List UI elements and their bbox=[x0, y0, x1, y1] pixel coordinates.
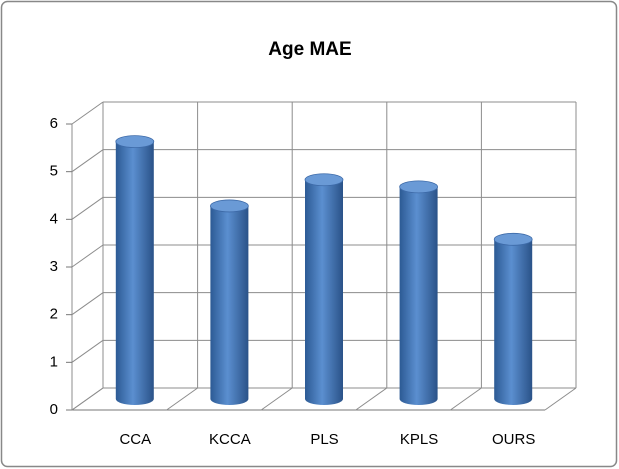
grid-line bbox=[71, 244, 104, 268]
bar-body bbox=[115, 141, 154, 405]
bar bbox=[115, 135, 155, 405]
grid-line bbox=[71, 101, 104, 125]
y-tick-label: 4 bbox=[50, 210, 58, 227]
bar-body bbox=[305, 179, 343, 405]
floor-line bbox=[166, 387, 198, 411]
bar bbox=[304, 173, 344, 405]
floor-line bbox=[355, 387, 388, 411]
bar-top bbox=[304, 173, 344, 187]
bar bbox=[209, 199, 249, 405]
grid-line bbox=[71, 196, 104, 220]
bar-top bbox=[115, 135, 155, 149]
floor-line bbox=[450, 387, 482, 411]
y-tick-label: 2 bbox=[50, 306, 58, 323]
y-tick-label: 0 bbox=[50, 401, 58, 418]
bar bbox=[493, 232, 533, 405]
y-tick-label: 5 bbox=[50, 163, 58, 180]
grid-line bbox=[71, 149, 104, 173]
bar-body bbox=[399, 186, 438, 405]
bar bbox=[399, 180, 439, 405]
y-tick-label: 3 bbox=[50, 258, 58, 275]
bar-body bbox=[494, 239, 533, 405]
bar-body bbox=[210, 205, 249, 405]
y-tick-label: 6 bbox=[50, 115, 58, 132]
floor-line bbox=[544, 387, 577, 411]
grid-line bbox=[71, 387, 104, 411]
grid-line bbox=[71, 339, 104, 363]
x-tick-label: KPLS bbox=[400, 431, 438, 448]
floor-line bbox=[260, 387, 293, 411]
x-tick-label: OURS bbox=[492, 431, 535, 448]
y-tick-label: 1 bbox=[50, 353, 58, 370]
x-tick-label: CCA bbox=[119, 431, 151, 448]
x-tick-label: PLS bbox=[310, 431, 338, 448]
bar-top bbox=[209, 199, 249, 213]
bar-top bbox=[493, 232, 533, 246]
bar-top bbox=[399, 180, 439, 194]
grid-line bbox=[71, 292, 104, 316]
chart-title: Age MAE bbox=[268, 39, 351, 60]
x-tick-label: KCCA bbox=[209, 431, 251, 448]
